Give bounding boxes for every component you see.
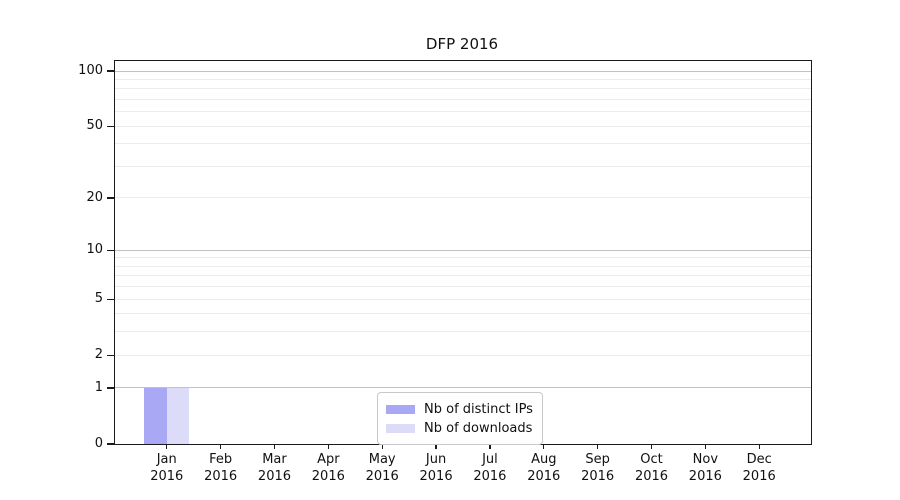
x-tick-label-9: Oct 2016	[634, 452, 669, 484]
legend-label-downloads: Nb of downloads	[424, 420, 533, 436]
x-tick-mark-8	[596, 444, 599, 449]
x-tick-mark-4	[381, 444, 383, 449]
y-tick-label-100: 100	[78, 63, 103, 78]
x-tick-mark-9	[650, 444, 653, 449]
legend: Nb of distinct IPs Nb of downloads	[377, 392, 543, 445]
legend-swatch-distinct-ips	[386, 404, 415, 414]
y-tick-label-10: 10	[86, 242, 103, 258]
y-tick-mark-2	[106, 354, 114, 356]
legend-label-distinct-ips: Nb of distinct IPs	[424, 401, 533, 417]
x-tick-label-0: Jan 2016	[150, 452, 184, 484]
x-tick-mark-3	[327, 444, 329, 449]
gridline-minor-60	[115, 111, 811, 113]
y-tick-mark-5	[106, 298, 114, 300]
gridline-minor-4	[115, 313, 811, 315]
x-tick-mark-1	[219, 444, 222, 449]
y-tick-label-20: 20	[86, 189, 103, 205]
gridline-minor-40	[115, 143, 811, 145]
legend-row-downloads: Nb of downloads	[386, 419, 534, 437]
gridline-minor-20	[115, 197, 811, 199]
gridline-minor-70	[115, 98, 811, 100]
y-tick-mark-0	[106, 443, 114, 445]
x-tick-label-10: Nov 2016	[688, 452, 722, 484]
y-tick-label-1: 1	[94, 379, 103, 395]
y-tick-label-50: 50	[86, 118, 103, 134]
gridline-minor-30	[115, 165, 811, 167]
x-tick-label-5: Jun 2016	[419, 452, 453, 484]
gridline-minor-50	[115, 125, 811, 127]
x-tick-mark-2	[273, 444, 276, 449]
gridline-minor-3	[115, 331, 811, 333]
gridline-minor-8	[115, 265, 811, 267]
x-tick-label-11: Dec 2016	[742, 452, 776, 484]
chart-title: DFP 2016	[425, 35, 499, 53]
x-tick-label-1: Feb 2016	[204, 452, 238, 484]
x-tick-label-8: Sep 2016	[581, 452, 615, 484]
y-tick-label-2: 2	[94, 347, 103, 363]
bar-nb-of-distinct-ips-jan-2016	[144, 387, 167, 444]
x-tick-label-2: Mar 2016	[257, 452, 292, 484]
y-tick-mark-100	[106, 70, 114, 72]
gridline-minor-90	[115, 78, 811, 80]
x-tick-label-4: May 2016	[365, 452, 399, 484]
gridline-minor-5	[115, 298, 811, 300]
x-tick-label-6: Jul 2016	[473, 452, 507, 484]
legend-swatch-downloads	[386, 423, 415, 433]
x-tick-mark-7	[543, 444, 545, 449]
y-tick-label-0: 0	[94, 436, 103, 451]
legend-row-distinct-ips: Nb of distinct IPs	[386, 400, 534, 418]
gridline-major-1	[115, 387, 811, 389]
gridline-minor-80	[115, 88, 811, 90]
x-tick-mark-10	[704, 444, 706, 449]
x-tick-label-7: Aug 2016	[527, 452, 561, 484]
x-tick-mark-6	[489, 444, 491, 449]
y-tick-mark-20	[106, 197, 114, 199]
gridline-major-10	[115, 249, 811, 251]
y-tick-mark-10	[106, 249, 114, 251]
plot-area: 0 1 2 5 10 20 50 100 Jan 2016 Feb 2016 Mar 2016 Apr 20…	[78, 60, 812, 484]
y-tick-mark-50	[106, 125, 114, 127]
gridline-major-100	[115, 70, 811, 72]
x-tick-mark-11	[758, 444, 760, 449]
y-tick-mark-1	[106, 387, 114, 389]
gridline-minor-9	[115, 257, 811, 259]
x-tick-mark-0	[166, 444, 168, 449]
bar-nb-of-downloads-jan-2016	[166, 387, 190, 444]
gridline-minor-6	[115, 286, 811, 288]
x-tick-mark-5	[435, 444, 437, 449]
gridline-minor-2	[115, 354, 811, 356]
y-tick-label-5: 5	[94, 291, 103, 307]
gridline-minor-7	[115, 275, 811, 277]
x-tick-label-3: Apr 2016	[311, 452, 345, 484]
